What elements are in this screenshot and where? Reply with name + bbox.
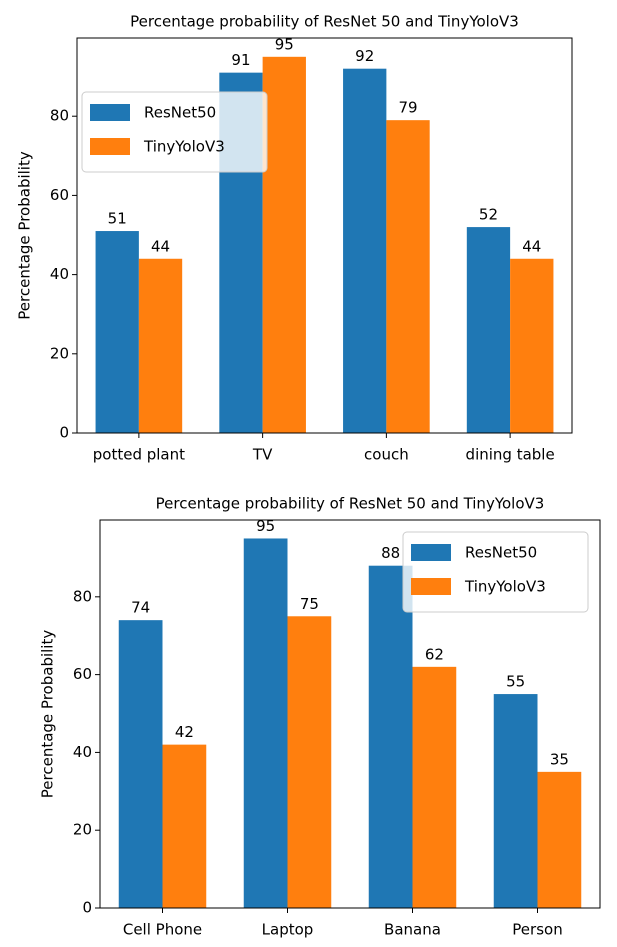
legend-swatch (411, 544, 451, 561)
bar (119, 620, 163, 908)
chart-title: Percentage probability of ResNet 50 and … (156, 495, 545, 513)
legend-label: ResNet50 (144, 104, 216, 122)
bar (139, 259, 182, 433)
bar (163, 745, 207, 908)
chart: Percentage probability of ResNet 50 and … (16, 13, 573, 464)
y-tick-label: 60 (50, 186, 69, 204)
bar (369, 566, 413, 908)
value-label: 62 (425, 645, 444, 663)
legend-swatch (411, 578, 451, 595)
figure: Percentage probability of ResNet 50 and … (0, 0, 617, 947)
legend-swatch (90, 104, 130, 121)
value-label: 42 (175, 723, 194, 741)
y-tick-label: 20 (50, 344, 69, 362)
value-label: 44 (522, 237, 541, 255)
y-axis-label: Percentage Probability (39, 630, 57, 799)
x-tick-label: dining table (466, 446, 555, 464)
x-tick-label: Laptop (262, 921, 314, 939)
y-tick-label: 0 (82, 899, 92, 917)
y-tick-label: 80 (73, 587, 92, 605)
value-label: 52 (479, 206, 498, 224)
legend: ResNet50 TinyYoloV3 (82, 92, 267, 172)
value-label: 44 (151, 237, 170, 255)
legend: ResNet50 TinyYoloV3 (403, 532, 588, 612)
page: Percentage probability of ResNet 50 and … (0, 0, 617, 947)
legend-label: ResNet50 (465, 544, 537, 562)
y-axis-label: Percentage Probability (16, 151, 34, 320)
value-label: 74 (131, 599, 150, 617)
x-tick-label: Person (512, 921, 562, 939)
value-label: 75 (300, 595, 319, 613)
x-tick-label: couch (364, 446, 409, 464)
bar (386, 120, 429, 433)
value-label: 92 (355, 47, 374, 65)
legend-label: TinyYoloV3 (143, 138, 225, 156)
y-tick-label: 80 (50, 107, 69, 125)
y-tick-label: 60 (73, 665, 92, 683)
y-tick-label: 40 (50, 265, 69, 283)
bar (288, 616, 332, 908)
bar (467, 227, 510, 433)
x-tick-label: potted plant (93, 446, 185, 464)
bar (244, 538, 288, 908)
x-tick-label: TV (252, 446, 273, 464)
value-label: 35 (550, 750, 569, 768)
y-tick-label: 0 (59, 424, 69, 442)
bar (510, 259, 553, 433)
y-tick-label: 40 (73, 743, 92, 761)
x-tick-label: Banana (384, 921, 441, 939)
bar (494, 694, 538, 908)
value-label: 55 (506, 673, 525, 691)
x-tick-label: Cell Phone (123, 921, 202, 939)
chart-title: Percentage probability of ResNet 50 and … (130, 13, 519, 31)
value-label: 79 (398, 99, 417, 117)
bar (413, 667, 457, 908)
bar (263, 57, 306, 433)
value-label: 91 (231, 51, 250, 69)
bar (538, 772, 582, 908)
bar (96, 231, 139, 433)
value-label: 88 (381, 544, 400, 562)
bar (343, 69, 386, 433)
y-tick-label: 20 (73, 821, 92, 839)
legend-swatch (90, 138, 130, 155)
legend-label: TinyYoloV3 (464, 578, 546, 596)
value-label: 51 (108, 210, 127, 228)
chart: Percentage probability of ResNet 50 and … (39, 495, 601, 939)
